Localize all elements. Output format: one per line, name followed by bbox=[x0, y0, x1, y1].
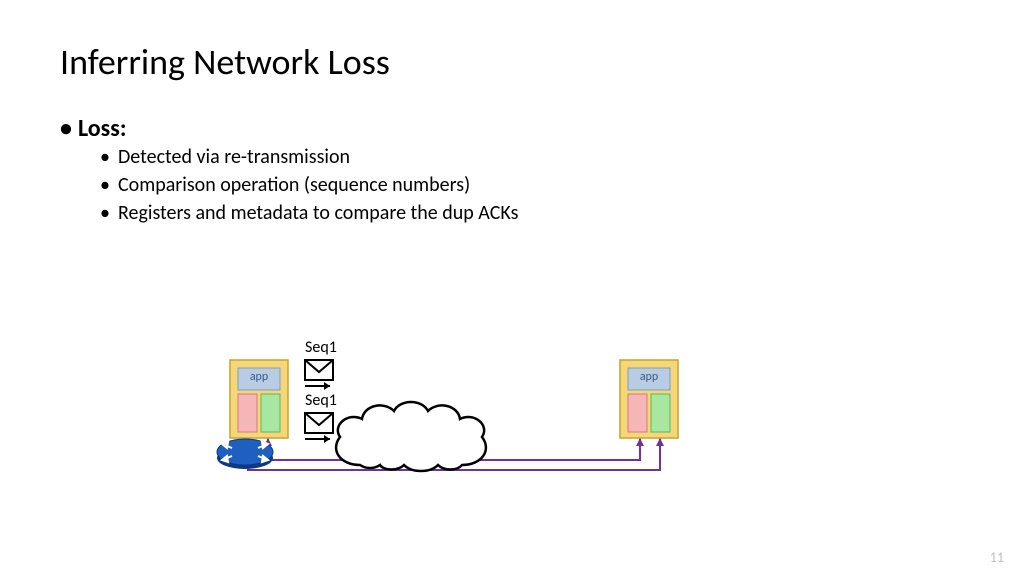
app-label-left: app bbox=[244, 370, 274, 384]
bullet-heading: Loss: bbox=[60, 114, 964, 143]
bullet-item: Comparison operation (sequence numbers) bbox=[100, 171, 964, 199]
slide: Inferring Network Loss Loss: Detected vi… bbox=[0, 0, 1024, 576]
envelope-icon-bottom bbox=[305, 413, 333, 443]
app-label-right: app bbox=[634, 370, 664, 384]
cloud-icon bbox=[336, 402, 486, 471]
network-diagram bbox=[0, 0, 1024, 576]
page-number: 11 bbox=[990, 549, 1004, 566]
router-icon bbox=[217, 439, 273, 469]
bullet-item: Registers and metadata to compare the du… bbox=[100, 199, 964, 227]
slide-title: Inferring Network Loss bbox=[60, 40, 964, 84]
seq-label-bottom: Seq1 bbox=[305, 391, 337, 410]
bullet-item: Detected via re-transmission bbox=[100, 143, 964, 171]
wire-group bbox=[244, 438, 664, 470]
seq-label-top: Seq1 bbox=[305, 338, 337, 357]
envelope-icon-top bbox=[305, 360, 333, 390]
